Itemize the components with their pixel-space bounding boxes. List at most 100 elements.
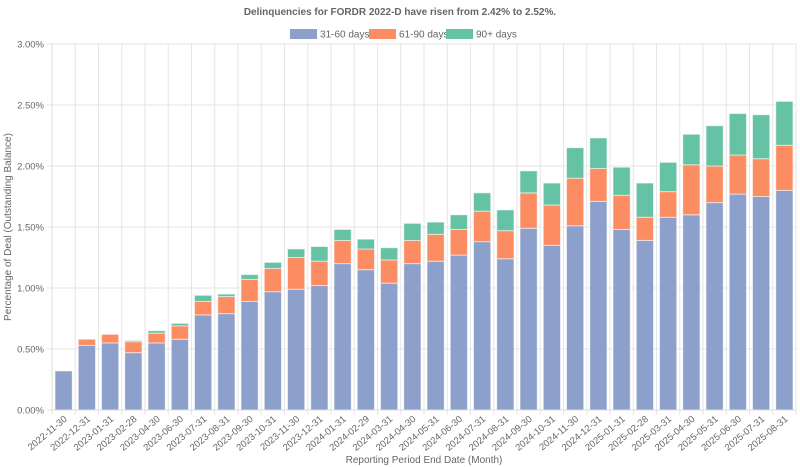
bar-segment-61-90-days[interactable] <box>635 216 654 241</box>
bar-segment-90-days[interactable] <box>775 100 794 146</box>
bar-segment-31-60-days[interactable] <box>635 239 654 411</box>
bar-segment-90-days[interactable] <box>473 192 492 212</box>
bar-segment-61-90-days[interactable] <box>263 267 282 293</box>
bar-segment-31-60-days[interactable] <box>659 216 678 411</box>
bar-segment-61-90-days[interactable] <box>101 333 120 344</box>
bar-segment-31-60-days[interactable] <box>519 227 538 411</box>
bar-segment-31-60-days[interactable] <box>752 196 771 411</box>
legend: 31-60 days 61-90 days 90+ days <box>290 29 517 41</box>
bar-segment-90-days[interactable] <box>682 133 701 166</box>
bar-segment-31-60-days[interactable] <box>147 342 166 411</box>
bar-segment-90-days[interactable] <box>752 114 771 160</box>
bar-segment-61-90-days[interactable] <box>426 233 445 262</box>
legend-item[interactable]: 90+ days <box>446 29 517 41</box>
bar-segment-90-days[interactable] <box>263 261 282 269</box>
bar-segment-61-90-days[interactable] <box>240 278 259 302</box>
bar-segment-90-days[interactable] <box>496 209 515 232</box>
bar-segment-61-90-days[interactable] <box>473 210 492 243</box>
bar-segment-31-60-days[interactable] <box>612 228 631 411</box>
bar-segment-31-60-days[interactable] <box>217 313 236 411</box>
bar-segment-90-days[interactable] <box>194 294 213 302</box>
bar-segment-61-90-days[interactable] <box>566 177 585 227</box>
bar-segment-90-days[interactable] <box>310 246 329 262</box>
bar-segment-90-days[interactable] <box>659 161 678 193</box>
bar-segment-31-60-days[interactable] <box>566 225 585 411</box>
bar-segment-31-60-days[interactable] <box>380 282 399 411</box>
bar-segment-90-days[interactable] <box>217 293 236 298</box>
bar-segment-90-days[interactable] <box>705 125 724 167</box>
bar-segment-31-60-days[interactable] <box>124 352 143 411</box>
bar-segment-31-60-days[interactable] <box>194 314 213 411</box>
bar-segment-90-days[interactable] <box>635 182 654 218</box>
bar-segment-61-90-days[interactable] <box>217 296 236 315</box>
bar-segment-90-days[interactable] <box>566 147 585 179</box>
bar-segment-90-days[interactable] <box>380 247 399 261</box>
bar-segment-31-60-days[interactable] <box>449 254 468 411</box>
bar-segment-61-90-days[interactable] <box>589 167 608 202</box>
bar-segment-31-60-days[interactable] <box>333 263 352 411</box>
bar-segment-90-days[interactable] <box>124 339 143 343</box>
bar-segment-31-60-days[interactable] <box>682 214 701 411</box>
bar-stack <box>54 370 73 411</box>
bar-segment-90-days[interactable] <box>542 182 561 206</box>
bar-segment-31-60-days[interactable] <box>170 338 189 411</box>
bar-segment-61-90-days[interactable] <box>124 341 143 354</box>
bar-segment-31-60-days[interactable] <box>496 258 515 411</box>
bar-segment-31-60-days[interactable] <box>54 370 73 411</box>
bar-segment-90-days[interactable] <box>449 214 468 230</box>
bar-segment-90-days[interactable] <box>426 221 445 235</box>
bar-segment-31-60-days[interactable] <box>356 269 375 411</box>
bar-segment-90-days[interactable] <box>287 248 306 259</box>
legend-label: 90+ days <box>476 30 517 41</box>
bar-segment-31-60-days[interactable] <box>473 241 492 411</box>
bar-segment-90-days[interactable] <box>147 330 166 334</box>
bar-segment-61-90-days[interactable] <box>728 154 747 195</box>
bar-segment-31-60-days[interactable] <box>403 263 422 411</box>
bar-segment-31-60-days[interactable] <box>77 344 96 411</box>
bar-segment-90-days[interactable] <box>170 322 189 327</box>
legend-item[interactable]: 31-60 days <box>290 29 369 41</box>
bar-segment-61-90-days[interactable] <box>380 259 399 284</box>
bar-segment-31-60-days[interactable] <box>705 202 724 411</box>
bar-segment-31-60-days[interactable] <box>589 200 608 411</box>
bar-segment-31-60-days[interactable] <box>263 291 282 411</box>
bar-segment-61-90-days[interactable] <box>333 239 352 265</box>
bar-segment-31-60-days[interactable] <box>775 189 794 411</box>
bar-segment-61-90-days[interactable] <box>612 194 631 230</box>
bar-segment-31-60-days[interactable] <box>728 193 747 411</box>
bar-segment-31-60-days[interactable] <box>240 300 259 411</box>
bar-segment-31-60-days[interactable] <box>287 288 306 411</box>
bar-segment-61-90-days[interactable] <box>403 239 422 265</box>
bar-stack <box>333 228 352 411</box>
legend-item[interactable]: 61-90 days <box>369 29 448 41</box>
bar-segment-61-90-days[interactable] <box>682 164 701 216</box>
bar-segment-90-days[interactable] <box>240 274 259 280</box>
bar-segment-90-days[interactable] <box>519 170 538 194</box>
bar-segment-61-90-days[interactable] <box>705 165 724 204</box>
bar-segment-61-90-days[interactable] <box>775 144 794 191</box>
bar-segment-90-days[interactable] <box>589 137 608 169</box>
bar-segment-61-90-days[interactable] <box>542 204 561 246</box>
bar-segment-31-60-days[interactable] <box>310 285 329 411</box>
bar-segment-61-90-days[interactable] <box>449 228 468 256</box>
bar-segment-61-90-days[interactable] <box>310 260 329 287</box>
bar-segment-61-90-days[interactable] <box>659 191 678 218</box>
bar-segment-31-60-days[interactable] <box>426 260 445 411</box>
bar-segment-90-days[interactable] <box>333 228 352 241</box>
bar-segment-61-90-days[interactable] <box>77 338 96 346</box>
bar-segment-61-90-days[interactable] <box>194 300 213 316</box>
bar-segment-61-90-days[interactable] <box>496 230 515 260</box>
bar-segment-90-days[interactable] <box>612 166 631 196</box>
bar-segment-61-90-days[interactable] <box>147 332 166 344</box>
bar-segment-31-60-days[interactable] <box>542 244 561 411</box>
bar-segment-90-days[interactable] <box>403 222 422 241</box>
bar-segment-31-60-days[interactable] <box>101 342 120 411</box>
bar-segment-61-90-days[interactable] <box>356 248 375 271</box>
bar-stack <box>705 125 724 411</box>
bar-segment-61-90-days[interactable] <box>170 325 189 340</box>
bar-segment-61-90-days[interactable] <box>752 158 771 197</box>
bar-segment-90-days[interactable] <box>356 238 375 250</box>
bar-segment-90-days[interactable] <box>728 113 747 156</box>
bar-segment-61-90-days[interactable] <box>287 257 306 290</box>
bar-segment-61-90-days[interactable] <box>519 192 538 229</box>
